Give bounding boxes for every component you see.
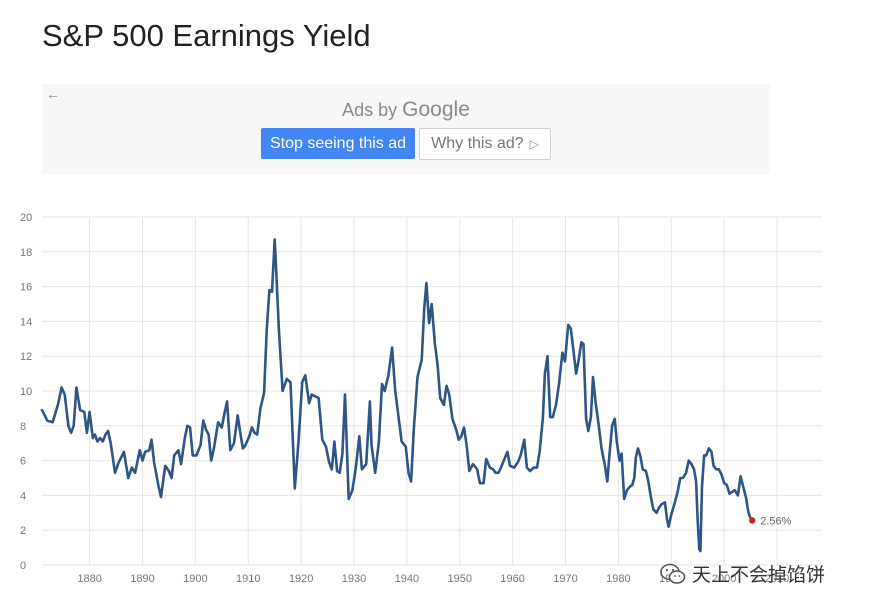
wechat-logo-icon [660, 563, 686, 584]
last-value-label: 2.56% [760, 515, 791, 527]
y-tick-label: 20 [20, 212, 32, 224]
y-tick-label: 6 [20, 456, 26, 468]
x-tick-label: 2000 [712, 573, 736, 585]
y-tick-label: 14 [20, 316, 32, 328]
x-tick-label: 1970 [553, 573, 577, 585]
y-tick-label: 2 [20, 525, 26, 537]
x-tick-label: 1920 [289, 573, 313, 585]
y-tick-label: 16 [20, 282, 32, 294]
why-this-ad-button[interactable]: Why this ad? ▷ [419, 128, 551, 160]
page-title: S&P 500 Earnings Yield [42, 18, 371, 53]
watermark-text: 天上不会掉馅饼 [692, 564, 826, 586]
why-this-ad-label: Why this ad? [431, 135, 524, 152]
x-tick-label: 1980 [606, 573, 630, 585]
y-tick-label: 10 [20, 386, 32, 398]
x-tick-label: 1940 [395, 573, 419, 585]
ad-panel: ← Ads by Google Stop seeing this ad Why … [42, 84, 770, 174]
ads-by-label: Ads by Google [42, 98, 770, 122]
y-tick-label: 8 [20, 421, 26, 433]
x-tick-label: 1900 [183, 573, 207, 585]
x-tick-label: 1880 [77, 573, 101, 585]
x-tick-label: 2010 [765, 573, 789, 585]
y-tick-label: 18 [20, 247, 32, 259]
last-value-point [748, 517, 756, 524]
y-tick-label: 4 [20, 490, 26, 502]
play-outline-icon: ▷ [529, 137, 539, 151]
x-tick-label: 1930 [342, 573, 366, 585]
earnings-yield-line [40, 238, 754, 553]
stop-seeing-ad-button[interactable]: Stop seeing this ad [261, 128, 415, 159]
arrow-left-icon[interactable]: ← [46, 86, 60, 102]
ads-by-prefix: Ads by [342, 100, 403, 120]
google-brand-text: Google [402, 98, 470, 121]
x-tick-label: 1890 [130, 573, 154, 585]
x-tick-label: 1910 [236, 573, 260, 585]
y-tick-label: 0 [20, 560, 26, 572]
x-tick-label: 1960 [500, 573, 524, 585]
y-tick-label: 12 [20, 351, 32, 363]
watermark: 天上不会掉馅饼 [660, 560, 825, 587]
x-tick-label: 1950 [448, 573, 472, 585]
